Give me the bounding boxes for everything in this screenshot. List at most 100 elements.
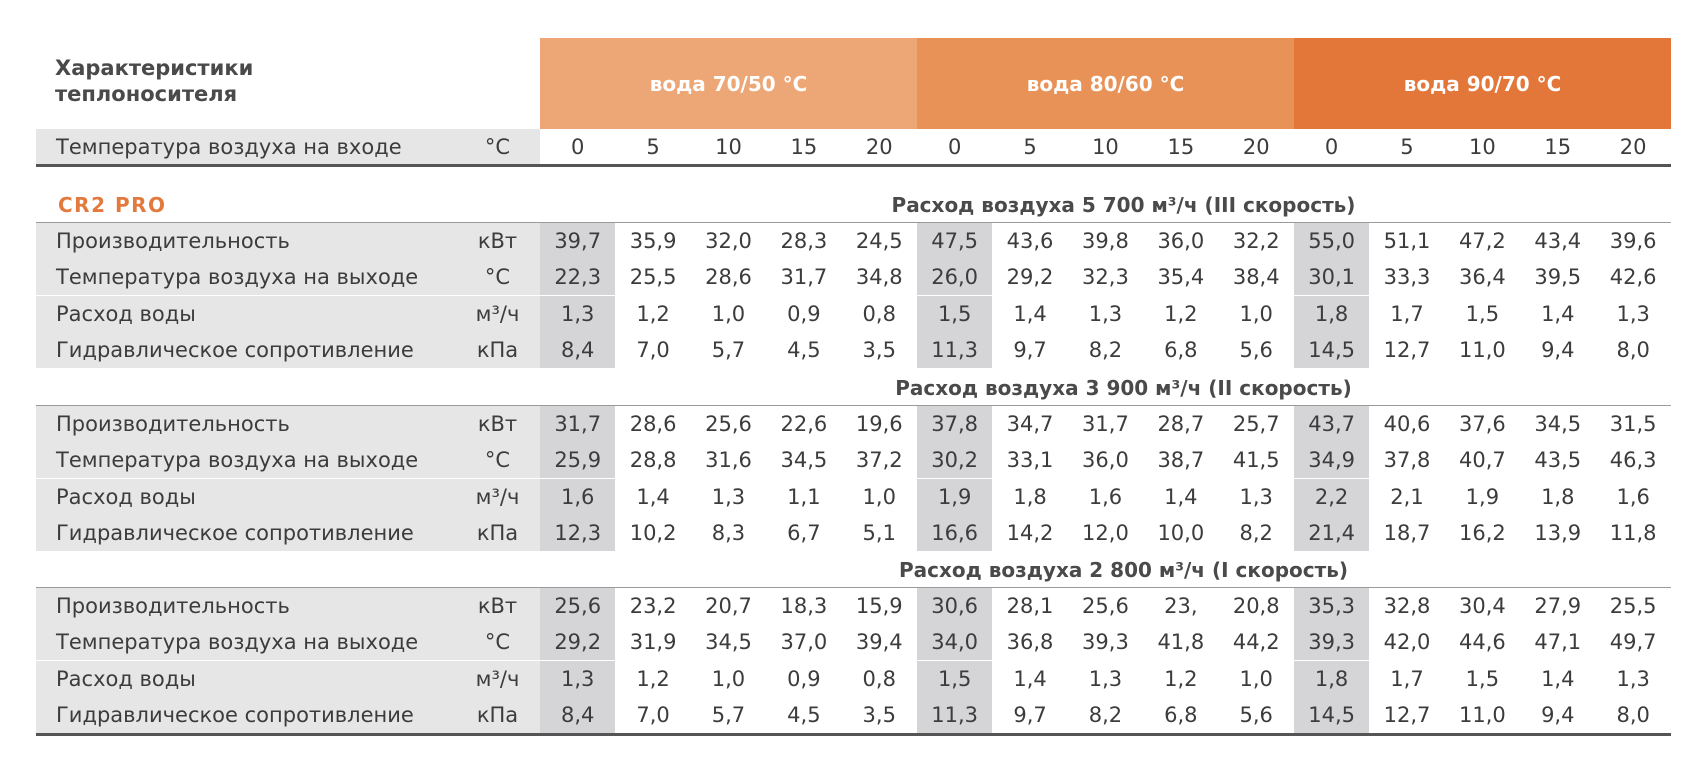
section-caption: Расход воздуха 3 900 м³/ч (II скорость) [36, 370, 1671, 406]
value-cell: 18,3 [780, 594, 828, 618]
value-cell: 34,5 [1534, 412, 1582, 436]
value-cell: 1,9 [1465, 484, 1500, 509]
value-cell: 25,7 [1232, 412, 1280, 436]
value-cell: 1,8 [1013, 484, 1047, 509]
value-cell: 34,8 [855, 265, 903, 290]
row-unit: °C [455, 442, 540, 479]
value-cell: 8,2 [1088, 703, 1123, 728]
value-cell: 1,3 [540, 660, 616, 697]
airflow-caption: Расход воздуха 3 900 м³/ч (II скорость) [895, 376, 1352, 400]
value-cell: 41,5 [1232, 448, 1280, 473]
value-cell: 1,3 [1616, 666, 1650, 691]
table-row: Температура воздуха на выходе °C 25,9 28,8 3… [36, 442, 1671, 479]
value-cell: 31,9 [629, 630, 677, 655]
row-unit: кПа [455, 697, 540, 734]
value-cell: 20,8 [1232, 594, 1280, 618]
table-row: Температура воздуха на выходе °C 29,2 31,9 3… [36, 624, 1671, 661]
row-label: Гидравлическое сопротивление [36, 697, 455, 734]
table-row: Производительность кВт 39,7 35,9 32,0 28,3 24,… [36, 223, 1671, 259]
value-cell: 8,3 [711, 521, 746, 546]
value-cell: 25,5 [1609, 594, 1657, 618]
value-cell: 26,0 [916, 259, 993, 296]
value-cell: 36,0 [1082, 448, 1129, 473]
value-cell: 39,4 [855, 630, 903, 655]
row-label: Температура воздуха на входе [36, 129, 455, 165]
value-cell: 11,3 [916, 332, 993, 369]
table-row: Расход воды м³/ч 1,3 1,2 1,0 0,9 0,8 1,5 1,4 1,3 1… [36, 660, 1671, 697]
value-cell: 28,7 [1157, 412, 1205, 436]
value-cell: 49,7 [1609, 630, 1657, 655]
row-label: Расход воды [36, 478, 455, 515]
value-cell: 37,2 [855, 448, 903, 473]
row-unit: °C [455, 129, 540, 165]
value-cell: 6,8 [1164, 703, 1198, 728]
value-cell: 1,3 [1088, 666, 1123, 691]
value-cell: 1,6 [540, 478, 616, 515]
value-cell: 1,5 [916, 295, 993, 332]
header-divider [36, 164, 1671, 167]
title-line-2: теплоносителя [55, 82, 238, 106]
value-cell: 20 [1242, 135, 1270, 159]
value-cell: 4,5 [787, 703, 821, 728]
value-cell: 34,7 [1006, 412, 1054, 436]
value-cell: 1,0 [1239, 666, 1273, 691]
value-cell: 1,7 [1390, 666, 1424, 691]
value-cell: 12,7 [1383, 703, 1431, 728]
value-cell: 14,2 [1006, 521, 1054, 546]
value-cell: 15 [1544, 135, 1572, 159]
row-label: Расход воды [36, 295, 455, 332]
value-cell: 10 [1092, 135, 1119, 159]
value-cell: 25,5 [629, 265, 677, 290]
value-cell: 10,0 [1157, 521, 1205, 546]
section-rule [36, 587, 1671, 588]
value-cell: 18,7 [1383, 521, 1431, 546]
value-cell: 15,9 [855, 594, 903, 618]
value-cell: 43,7 [1293, 406, 1370, 442]
value-cell: 28,6 [629, 412, 677, 436]
value-cell: 7,0 [636, 338, 670, 363]
value-cell: 11,0 [1459, 703, 1506, 728]
row-label: Производительность [36, 406, 455, 442]
row-label: Производительность [36, 223, 455, 259]
row-unit: кВт [455, 588, 540, 624]
value-cell: 27,9 [1534, 594, 1582, 618]
value-cell: 0 [947, 135, 962, 159]
table-row: Гидравлическое сопротивление кПа 8,4 7,0 5,7… [36, 332, 1671, 369]
value-cell: 28,8 [629, 448, 677, 473]
value-cell: 14,5 [1293, 697, 1370, 734]
value-cell: 24,5 [855, 229, 903, 253]
row-label: Гидравлическое сопротивление [36, 332, 455, 369]
value-cell: 20 [865, 135, 893, 159]
value-cell: 19,6 [855, 412, 903, 436]
value-cell: 11,3 [916, 697, 993, 734]
row-label: Гидравлическое сопротивление [36, 515, 455, 552]
value-cell: 1,6 [1088, 484, 1123, 509]
value-cell: 1,4 [1164, 484, 1198, 509]
row-label: Температура воздуха на выходе [36, 442, 455, 479]
value-cell: 32,0 [705, 229, 752, 253]
value-cell: 2,1 [1390, 484, 1424, 509]
value-cell: 1,4 [1013, 301, 1047, 326]
value-cell: 8,0 [1616, 338, 1650, 363]
value-cell: 35,9 [629, 229, 677, 253]
value-cell: 6,7 [787, 521, 821, 546]
row-label: Производительность [36, 588, 455, 624]
row-label: Температура воздуха на выходе [36, 624, 455, 661]
value-cell: 34,9 [1293, 442, 1370, 479]
value-cell: 1,2 [636, 301, 670, 326]
value-cell: 9,4 [1541, 338, 1575, 363]
value-cell: 1,9 [916, 478, 993, 515]
airflow-caption: Расход воздуха 5 700 м³/ч (III скорость) [891, 193, 1356, 217]
value-cell: 5,6 [1239, 703, 1273, 728]
value-cell: 1,0 [862, 484, 896, 509]
header-group-90-70: вода 90/70 °C [1294, 38, 1671, 129]
value-cell: 46,3 [1609, 448, 1657, 473]
table-row: Гидравлическое сопротивление кПа 8,4 7,0 5,7… [36, 697, 1671, 734]
row-unit: кВт [455, 223, 540, 259]
value-cell: 39,5 [1534, 265, 1582, 290]
value-cell: 1,2 [636, 666, 670, 691]
value-cell: 32,2 [1232, 229, 1280, 253]
value-cell: 5 [1023, 135, 1037, 159]
value-cell: 1,0 [711, 666, 746, 691]
value-cell: 0,8 [862, 301, 896, 326]
